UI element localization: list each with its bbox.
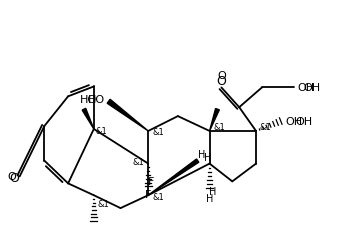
Polygon shape bbox=[107, 100, 148, 132]
Polygon shape bbox=[82, 109, 94, 130]
Text: &1: &1 bbox=[152, 192, 164, 201]
Text: O: O bbox=[216, 75, 226, 88]
Text: OH: OH bbox=[304, 83, 320, 93]
Polygon shape bbox=[148, 159, 199, 196]
Text: F: F bbox=[145, 190, 151, 199]
Text: &1: &1 bbox=[96, 127, 108, 136]
Text: HO: HO bbox=[80, 95, 97, 105]
Text: H: H bbox=[206, 194, 213, 203]
Text: H: H bbox=[209, 186, 216, 197]
Text: &1: &1 bbox=[152, 128, 164, 137]
Text: OH: OH bbox=[297, 83, 314, 93]
Text: &1: &1 bbox=[259, 123, 271, 132]
Text: H: H bbox=[204, 152, 211, 162]
Text: O: O bbox=[7, 172, 16, 182]
Text: &1: &1 bbox=[98, 199, 110, 208]
Text: &1: &1 bbox=[214, 123, 225, 132]
Text: OH: OH bbox=[285, 117, 302, 127]
Text: H: H bbox=[198, 149, 205, 159]
Text: OH: OH bbox=[296, 117, 313, 127]
Text: O: O bbox=[217, 70, 226, 80]
Text: &1: &1 bbox=[132, 158, 144, 166]
Text: HO: HO bbox=[88, 95, 105, 105]
Text: O: O bbox=[9, 171, 19, 184]
Polygon shape bbox=[210, 109, 219, 132]
Text: F: F bbox=[148, 177, 154, 187]
